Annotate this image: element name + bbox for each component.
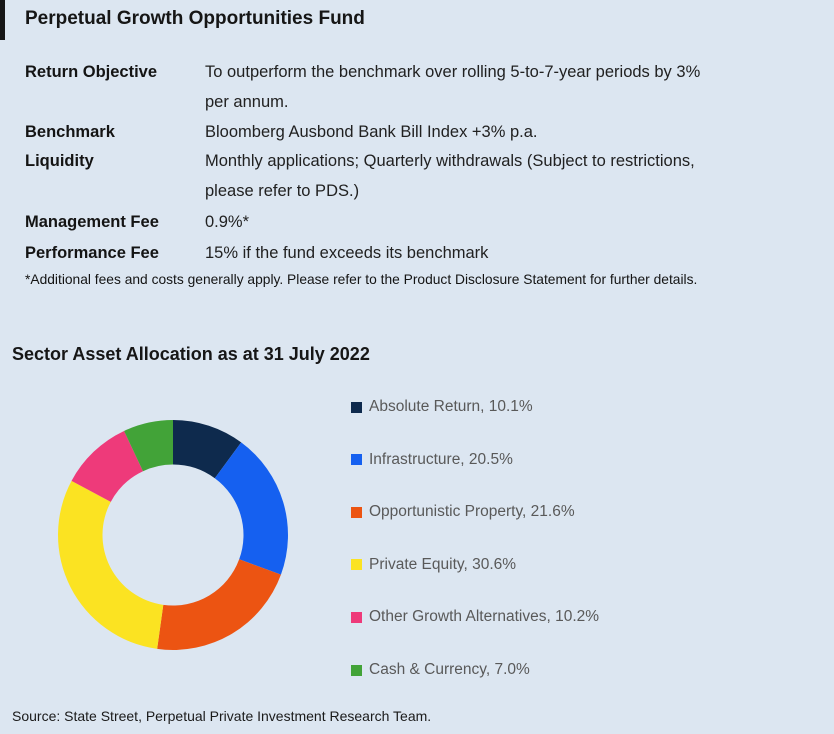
donut-slice-opportunistic-property (157, 559, 281, 650)
donut-slice-absolute-return (173, 420, 242, 479)
detail-label: Management Fee (25, 213, 159, 231)
detail-value: 0.9%* (205, 213, 250, 231)
legend-label: Cash & Currency, 7.0% (369, 661, 530, 678)
legend-item-cash-currency: Cash & Currency, 7.0% (351, 659, 530, 681)
legend-label: Absolute Return, 10.1% (369, 398, 533, 415)
chart-legend: Absolute Return, 10.1% Infrastructure, 20… (351, 396, 791, 696)
source-attribution: Source: State Street, Perpetual Private … (12, 708, 432, 724)
donut-slice-cash-currency (124, 420, 173, 472)
detail-label: Return Objective (25, 63, 158, 81)
sector-allocation-donut-chart (57, 419, 289, 651)
page-title: Perpetual Growth Opportunities Fund (25, 8, 365, 29)
donut-slice-private-equity (58, 480, 164, 649)
legend-swatch-icon (351, 664, 362, 676)
donut-chart-svg (58, 420, 288, 650)
legend-item-infrastructure: Infrastructure, 20.5% (351, 449, 513, 471)
title-accent-bar (0, 0, 5, 40)
legend-item-private-equity: Private Equity, 30.6% (351, 554, 516, 576)
legend-label: Opportunistic Property, 21.6% (369, 503, 575, 521)
detail-value: Monthly applications; Quarterly withdraw… (205, 152, 695, 200)
legend-label: Other Growth Alternatives, 10.2% (369, 608, 600, 626)
legend-item-absolute-return: Absolute Return, 10.1% (351, 396, 533, 418)
donut-slice-other-growth-alternatives (71, 430, 143, 502)
legend-item-opportunistic-property: Opportunistic Property, 21.6% (351, 501, 575, 523)
legend-swatch-icon (351, 506, 362, 518)
legend-swatch-icon (351, 401, 362, 413)
detail-value: Bloomberg Ausbond Bank Bill Index +3% p.… (205, 123, 538, 141)
detail-label: Performance Fee (25, 244, 159, 262)
chart-section-title: Sector Asset Allocation as at 31 July 20… (12, 344, 370, 364)
detail-label: Benchmark (25, 123, 115, 141)
legend-swatch-icon (351, 559, 362, 571)
detail-value: 15% if the fund exceeds its benchmark (205, 244, 489, 262)
detail-value: To outperform the benchmark over rolling… (205, 63, 701, 111)
donut-slice-infrastructure (214, 442, 288, 575)
detail-label: Liquidity (25, 152, 94, 170)
legend-swatch-icon (351, 454, 362, 466)
legend-label: Private Equity, 30.6% (369, 555, 517, 573)
legend-item-other-growth-alternatives: Other Growth Alternatives, 10.2% (351, 606, 599, 628)
legend-swatch-icon (351, 611, 362, 623)
legend-label: Infrastructure, 20.5% (369, 450, 513, 468)
fees-footnote: *Additional fees and costs generally app… (25, 272, 698, 287)
